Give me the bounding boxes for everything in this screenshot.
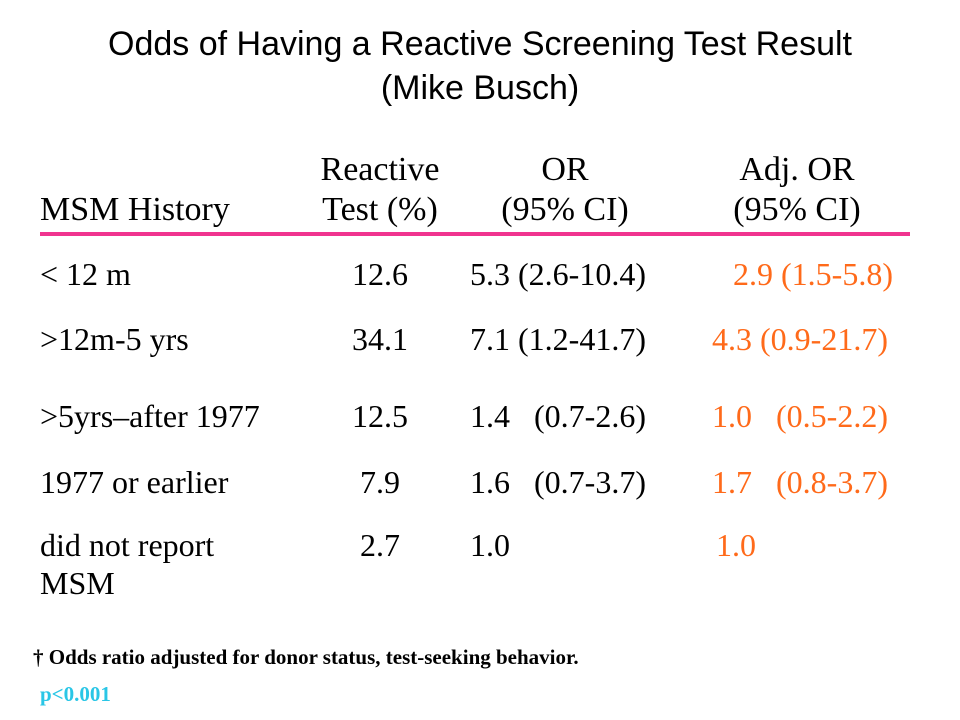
row-adj-or: 2.9 (1.5-5.8) xyxy=(733,256,893,292)
row-reactive: 7.9 xyxy=(360,464,400,500)
p-value: p<0.001 xyxy=(40,682,111,706)
row-or: 1.4 (0.7-2.6) xyxy=(470,398,646,434)
row-label: 1977 or earlier xyxy=(40,464,229,500)
row-adj-or: 1.7 (0.8-3.7) xyxy=(712,464,888,500)
header-reactive-line-2: Test (%) xyxy=(322,191,438,228)
row-label: >12m-5 yrs xyxy=(40,321,189,357)
row-or: 7.1 (1.2-41.7) xyxy=(470,321,646,357)
row-label: did not report MSM xyxy=(40,526,214,602)
row-label-line-1: did not report xyxy=(40,527,215,563)
row-or: 1.6 (0.7-3.7) xyxy=(470,464,646,500)
title-line-2: (Mike Busch) xyxy=(380,69,580,107)
title-line-1: Odds of Having a Reactive Screening Test… xyxy=(108,25,852,63)
header-or-line-2: (95% CI) xyxy=(501,191,629,228)
header-divider xyxy=(40,232,910,236)
row-adj-or: 1.0 xyxy=(716,527,756,563)
slide-title: Odds of Having a Reactive Screening Test… xyxy=(0,22,960,110)
row-reactive: 12.5 xyxy=(352,398,408,434)
row-or: 1.0 xyxy=(470,527,510,563)
header-reactive-test: Reactive Test (%) xyxy=(300,150,460,230)
row-adj-or: 1.0 (0.5-2.2) xyxy=(712,398,888,434)
row-reactive: 34.1 xyxy=(352,321,408,357)
row-reactive: 2.7 xyxy=(360,527,400,563)
row-adj-or: 4.3 (0.9-21.7) xyxy=(712,321,888,357)
header-adj-or: Adj. OR (95% CI) xyxy=(712,150,882,230)
row-or: 5.3 (2.6-10.4) xyxy=(470,256,646,292)
header-adj-line-2: (95% CI) xyxy=(733,191,861,228)
row-label-line-2: MSM xyxy=(40,565,115,601)
header-msm-history: MSM History xyxy=(40,191,230,228)
header-or: OR (95% CI) xyxy=(480,150,650,230)
header-adj-line-1: Adj. OR xyxy=(739,151,855,188)
row-label: >5yrs–after 1977 xyxy=(40,398,260,434)
header-or-line-1: OR xyxy=(541,151,589,188)
header-reactive-line-1: Reactive xyxy=(320,151,440,188)
row-label: < 12 m xyxy=(40,256,131,292)
footnote: † Odds ratio adjusted for donor status, … xyxy=(33,645,579,669)
row-reactive: 12.6 xyxy=(352,256,408,292)
